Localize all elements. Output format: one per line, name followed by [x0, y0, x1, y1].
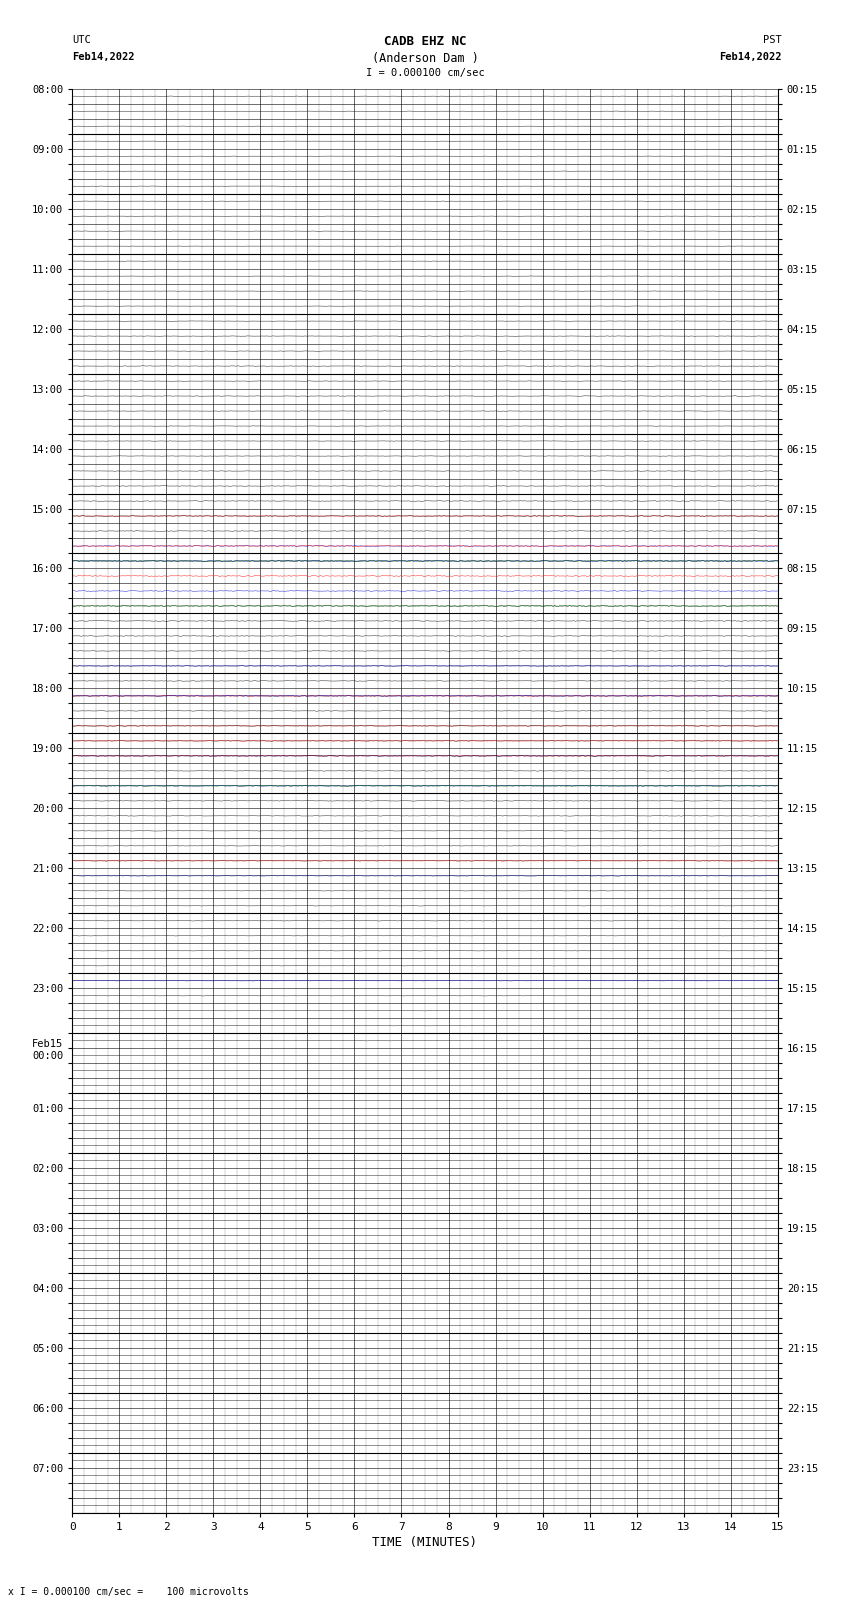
- Text: CADB EHZ NC: CADB EHZ NC: [383, 35, 467, 48]
- Text: Feb14,2022: Feb14,2022: [719, 52, 782, 61]
- Text: Feb14,2022: Feb14,2022: [72, 52, 135, 61]
- Text: x I = 0.000100 cm/sec =    100 microvolts: x I = 0.000100 cm/sec = 100 microvolts: [8, 1587, 249, 1597]
- Text: (Anderson Dam ): (Anderson Dam ): [371, 52, 479, 65]
- Text: PST: PST: [763, 35, 782, 45]
- X-axis label: TIME (MINUTES): TIME (MINUTES): [372, 1536, 478, 1548]
- Text: I = 0.000100 cm/sec: I = 0.000100 cm/sec: [366, 68, 484, 77]
- Text: UTC: UTC: [72, 35, 91, 45]
